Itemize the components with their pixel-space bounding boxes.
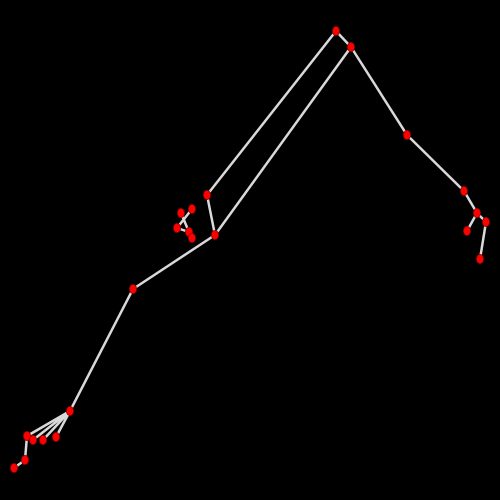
joint-s: [187, 203, 196, 214]
joint-j: [481, 216, 490, 227]
joint-t: [176, 207, 185, 218]
bones: [12, 29, 488, 470]
joint-h: [459, 185, 468, 196]
joint-k: [462, 225, 471, 236]
bone-7: [349, 45, 409, 137]
bone-1: [205, 29, 338, 197]
joint-w: [187, 232, 196, 243]
joint-e: [128, 283, 137, 294]
bone-15: [41, 409, 72, 442]
joint-n: [28, 434, 37, 445]
joint-a: [331, 25, 340, 36]
joint-g: [402, 129, 411, 140]
joint-q: [20, 454, 29, 465]
joints: [9, 25, 490, 473]
joint-f: [66, 405, 75, 416]
joint-u: [172, 222, 181, 233]
joint-l: [475, 253, 484, 264]
joint-p: [52, 431, 61, 442]
bone-5: [131, 233, 217, 291]
bone-12: [478, 220, 488, 261]
bone-4: [205, 193, 217, 237]
bone-16: [54, 409, 72, 439]
joint-r: [9, 462, 18, 473]
bone-6: [68, 287, 135, 413]
joint-d: [210, 229, 219, 240]
bone-8: [405, 133, 466, 193]
bone-3: [213, 45, 353, 237]
joint-o: [39, 434, 48, 445]
joint-b: [346, 42, 355, 53]
joint-i: [472, 207, 481, 218]
joint-c: [202, 189, 211, 200]
